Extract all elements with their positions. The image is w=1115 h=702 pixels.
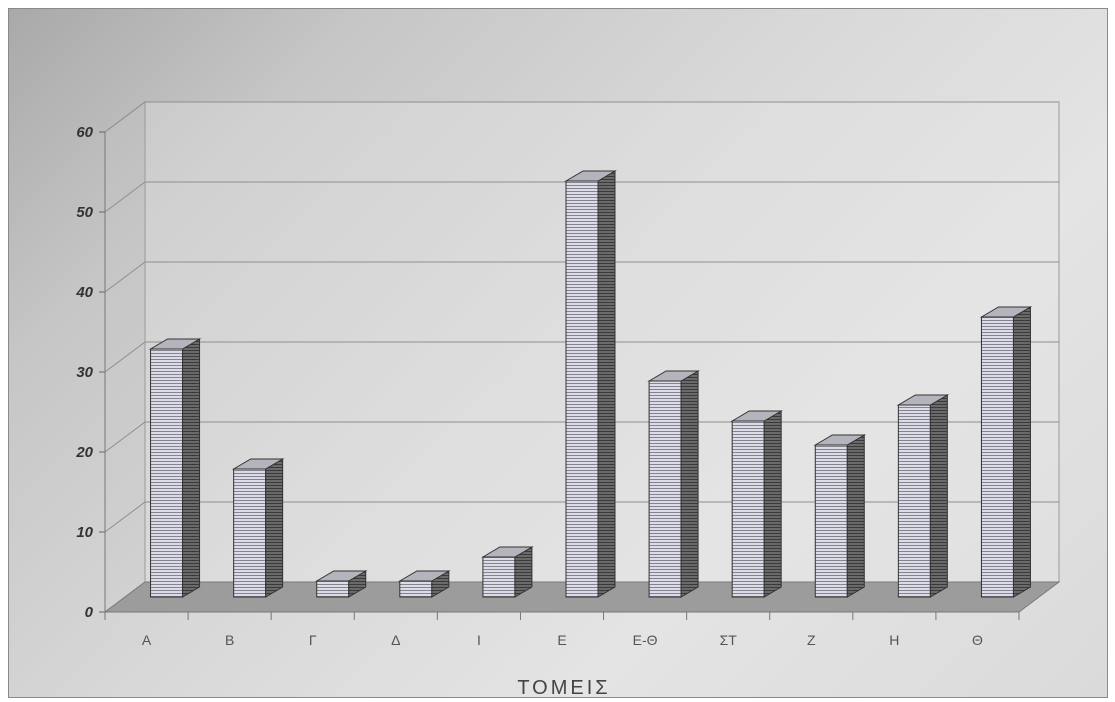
x-axis: Α Β Γ Δ Ι Ε Ε-Θ ΣΤ Ζ Η Θ [104,612,1020,648]
y-tick-label: 0 [85,604,94,621]
bar-top [314,570,368,582]
bar-chart: 0 10 20 30 40 50 60 Α Β Γ Δ Ι Ε Ε-Θ ΣΤ Ζ Η Θ ΤΟΜΕΙΣ [75,101,1061,699]
x-tick-label: Θ [972,632,983,648]
bar [896,394,950,598]
bar [813,434,867,598]
bar-top [647,370,700,382]
x-tick-label: Γ [309,632,317,648]
bar-top [730,410,784,422]
bar-side [680,370,699,598]
bar-side [846,434,865,598]
bar-front [150,348,184,598]
bar-top [813,434,867,446]
bar [481,546,534,598]
y-axis: 0 10 20 30 40 50 60 [75,124,106,621]
bar-front [233,468,267,598]
y-tick-label: 20 [75,444,93,461]
x-axis-label: ΤΟΜΕΙΣ [517,677,610,699]
bar-top [896,394,950,406]
bar [148,338,202,598]
bar-side [265,458,284,598]
x-tick-label: Ζ [807,632,816,648]
bar-top [481,546,534,558]
bar-top [148,338,202,350]
y-tick-label: 40 [75,284,93,301]
gridline [104,181,1059,213]
bar-front [482,556,516,598]
bar-side [597,170,616,598]
y-tick-label: 60 [76,124,93,141]
bar [730,410,784,598]
bar-front [316,580,350,598]
bar-top [564,170,617,182]
bar-top [397,570,451,582]
y-tick-label: 50 [76,204,93,221]
bar-top [979,306,1033,318]
x-tick-label: Ε-Θ [633,632,658,648]
bar-front [731,420,765,598]
bar-side [182,338,201,598]
bar [231,458,285,598]
x-tick-label: Ε [557,632,566,648]
bar [397,570,451,598]
bar-top [231,458,285,470]
x-tick-label: Η [889,632,899,648]
bar-front [648,380,682,598]
bar-front [980,316,1014,598]
bar-side [929,394,948,598]
bar-side [763,410,782,598]
gridline [104,261,1059,293]
bar [314,570,368,598]
y-tick-label: 10 [76,524,93,541]
bar [979,306,1033,598]
bar-front [565,180,599,598]
x-tick-label: Α [142,632,152,648]
bar [647,370,700,598]
x-tick-label: Δ [391,632,400,648]
bars [148,170,1033,598]
x-tick-label: Β [225,632,234,648]
y-tick-label: 30 [76,364,93,381]
bar-front [897,404,931,598]
bar-side [1012,306,1031,598]
chart-frame: 0 10 20 30 40 50 60 Α Β Γ Δ Ι Ε Ε-Θ ΣΤ Ζ Η Θ ΤΟΜΕΙΣ [8,8,1108,699]
bar-front [399,580,433,598]
bar-front [814,444,848,598]
gridline [104,341,1059,373]
gridline [104,101,1059,133]
bar [564,170,617,598]
x-tick-label: Ι [477,632,481,648]
x-tick-label: ΣΤ [720,632,738,648]
